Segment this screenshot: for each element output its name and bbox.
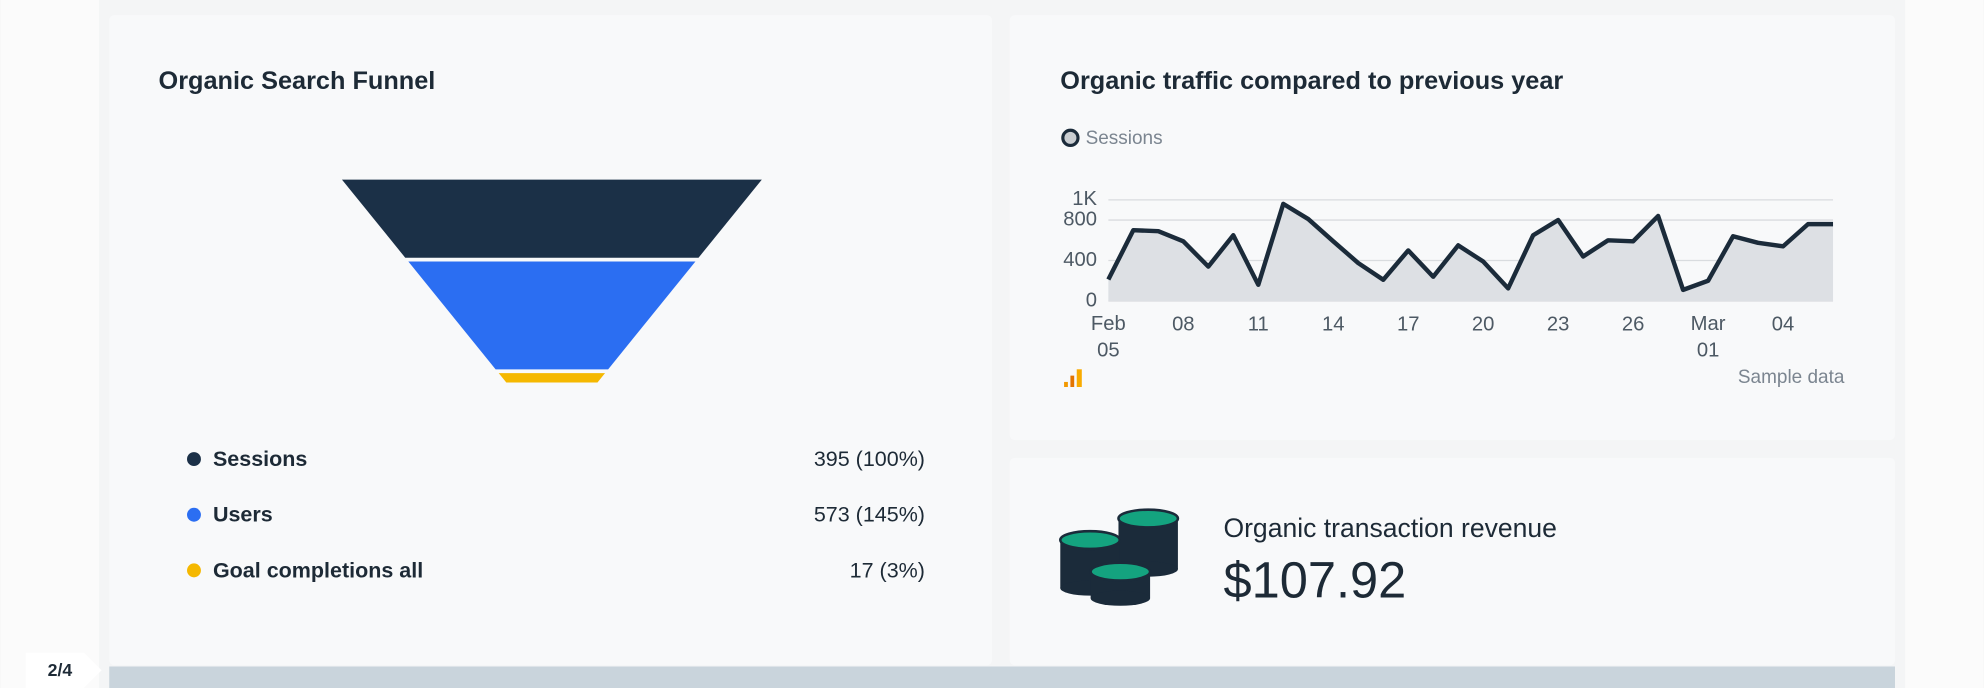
y-tick-label: 800	[1063, 208, 1097, 230]
funnel-segment	[408, 261, 696, 370]
side-margin	[0, 0, 100, 688]
page-tab	[25, 652, 102, 688]
traffic-title: Organic traffic compared to previous yea…	[1060, 67, 1563, 95]
line-area	[1108, 203, 1834, 301]
funnel-title: Organic Search Funnel	[159, 67, 436, 95]
x-tick-label: 23	[1547, 313, 1569, 335]
x-tick-label: Feb 05	[1091, 313, 1126, 362]
x-tick-label: 04	[1772, 313, 1794, 335]
x-tick-label: 20	[1472, 313, 1494, 335]
revenue-card	[1009, 457, 1895, 666]
x-tick-label: 08	[1172, 313, 1195, 335]
value-label: 573 (145%)	[814, 503, 925, 527]
legend-dot	[187, 452, 201, 467]
value-label: 17 (3%)	[850, 558, 925, 582]
x-tick-label: Mar 01	[1691, 313, 1726, 362]
y-tick-label: 1K	[1072, 188, 1097, 210]
coin	[1090, 590, 1151, 606]
funnel-segment	[341, 179, 762, 258]
legend-marker	[1061, 128, 1080, 148]
legend-dot	[187, 507, 201, 522]
side-margin	[1905, 0, 1984, 688]
legend-label: Goal completions all	[213, 558, 423, 582]
funnel-chart: Sessions 395 (100%) Users 573 (145%) Goal co…	[187, 179, 925, 582]
coin-top	[1059, 529, 1121, 551]
x-tick-label: 11	[1248, 313, 1269, 335]
legend-dot	[187, 563, 201, 578]
traffic-card	[1009, 15, 1895, 441]
value-label: 395 (100%)	[814, 447, 925, 471]
revenue-value: $107.92	[1223, 552, 1406, 609]
x-tick-label: 26	[1622, 313, 1644, 335]
next-row	[109, 666, 1895, 688]
sample-note: Sample data	[1738, 367, 1845, 388]
ga-bar	[1076, 369, 1082, 387]
coins-icon	[1059, 508, 1180, 606]
ga-icon	[1064, 369, 1082, 387]
funnel-segment	[498, 373, 606, 383]
line-series	[1106, 201, 1834, 293]
page-indicator: 2/4	[48, 660, 73, 680]
coin-top	[1089, 561, 1152, 582]
legend-label: Sessions	[1086, 128, 1163, 149]
x-tick-label: 17	[1397, 313, 1419, 335]
y-tick-label: 400	[1063, 249, 1097, 271]
ga-bar	[1064, 381, 1068, 387]
ga-bar	[1070, 375, 1075, 387]
y-tick-label: 0	[1086, 289, 1097, 311]
x-tick-label: 14	[1322, 313, 1344, 335]
legend-label: Sessions	[213, 447, 307, 471]
revenue-title: Organic transaction revenue	[1223, 513, 1557, 543]
legend-label: Users	[213, 503, 273, 527]
coin-top	[1117, 508, 1180, 529]
